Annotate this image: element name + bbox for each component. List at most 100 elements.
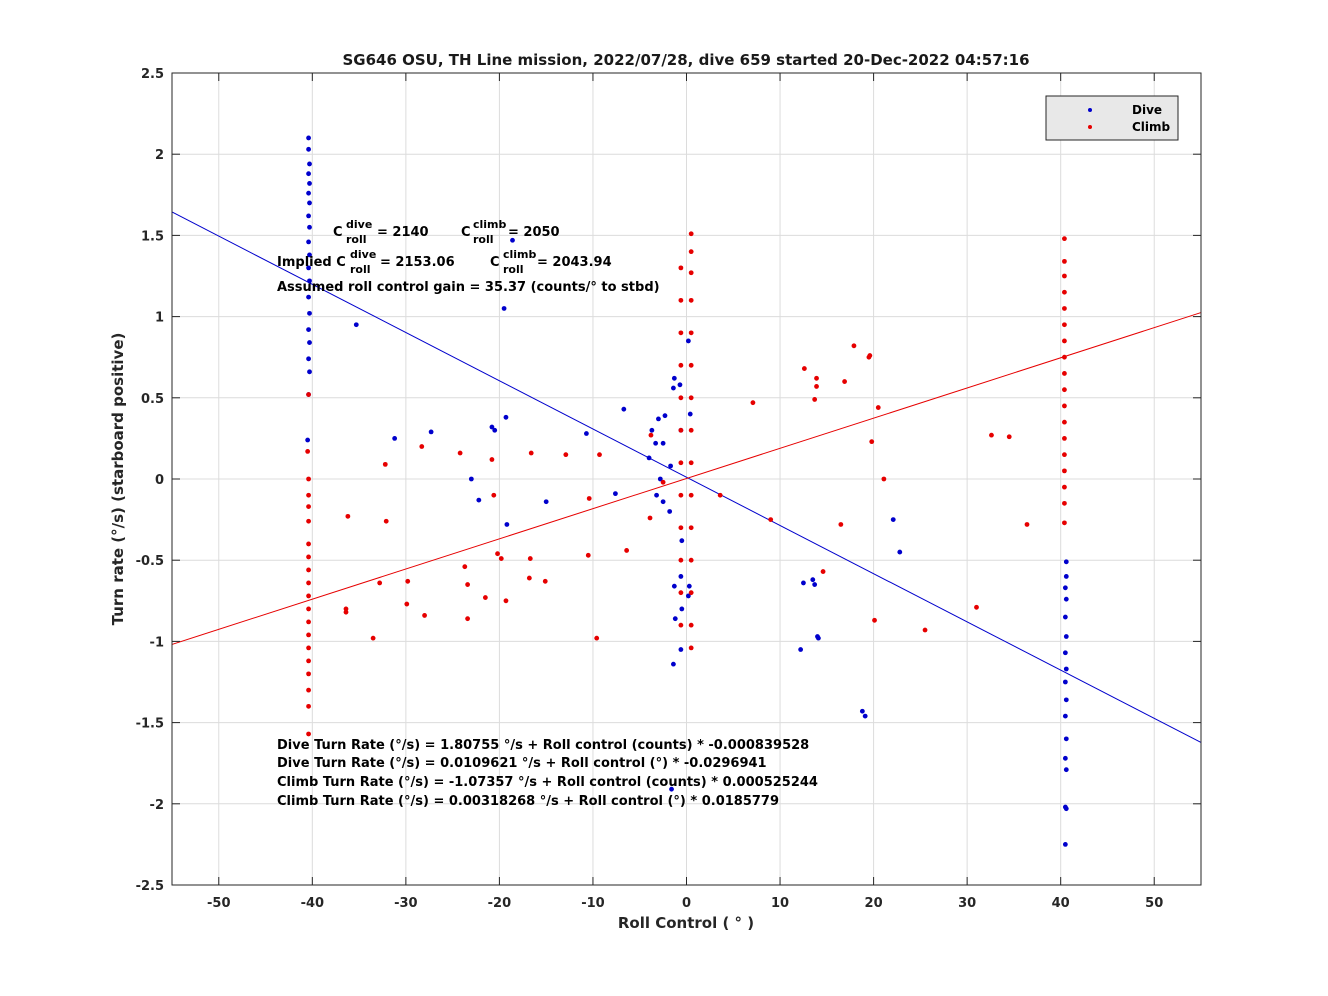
point-climb xyxy=(1024,522,1030,527)
point-climb xyxy=(688,270,694,276)
implied-climb-base: C xyxy=(490,255,500,270)
point-climb xyxy=(872,617,877,623)
point-climb xyxy=(306,541,311,547)
point-climb xyxy=(647,515,653,521)
point-climb xyxy=(678,297,684,303)
point-climb xyxy=(678,557,684,563)
point-climb xyxy=(1062,273,1067,279)
point-climb xyxy=(688,645,694,651)
point-dive xyxy=(654,492,659,498)
point-dive xyxy=(801,580,806,586)
point-climb xyxy=(597,452,602,458)
point-dive xyxy=(668,463,673,469)
point-dive xyxy=(1063,666,1069,672)
c-dive-sub: roll xyxy=(346,233,367,246)
point-climb xyxy=(1062,452,1067,458)
annotations: C dive roll = 2140 C climb roll = 2050 I… xyxy=(277,218,818,809)
implied-annotation: Implied C dive roll = 2153.06 C climb ro… xyxy=(277,248,612,276)
point-dive xyxy=(678,574,684,579)
y-tick-label: -2 xyxy=(150,798,164,813)
point-climb xyxy=(1062,354,1067,360)
point-climb xyxy=(688,492,694,498)
point-climb xyxy=(491,492,497,498)
point-climb xyxy=(585,552,591,558)
point-dive xyxy=(353,322,359,328)
point-dive xyxy=(897,549,903,555)
c-climb-value: = 2050 xyxy=(508,225,560,240)
legend-box xyxy=(1045,95,1179,141)
point-dive xyxy=(679,606,685,612)
point-dive xyxy=(653,440,659,446)
y-tick-label: -0.5 xyxy=(136,554,164,569)
data-points xyxy=(305,135,1069,847)
point-climb xyxy=(1062,338,1067,344)
point-climb xyxy=(405,578,411,584)
fit-line-1 xyxy=(171,312,1202,645)
point-dive xyxy=(671,661,676,667)
point-climb xyxy=(678,330,684,336)
point-climb xyxy=(688,395,694,401)
point-climb xyxy=(688,460,694,466)
point-dive xyxy=(306,239,311,245)
legend-label-climb: Climb xyxy=(1132,120,1171,134)
point-climb xyxy=(688,330,694,336)
point-climb xyxy=(306,580,311,586)
point-dive xyxy=(306,171,311,177)
point-climb xyxy=(678,525,684,531)
climb-eq-counts: Climb Turn Rate (°/s) = -1.07357 °/s + R… xyxy=(277,775,818,790)
point-climb xyxy=(688,427,694,433)
point-climb xyxy=(851,343,857,349)
legend: Dive Climb xyxy=(1045,95,1179,141)
point-climb xyxy=(688,231,694,237)
point-climb xyxy=(457,450,463,456)
point-climb xyxy=(624,548,630,553)
point-dive xyxy=(1062,614,1068,620)
point-climb xyxy=(345,513,351,519)
x-tick-label: 20 xyxy=(865,896,883,911)
point-climb xyxy=(688,622,694,628)
point-dive xyxy=(687,411,693,417)
y-tick-label: -2.5 xyxy=(136,879,164,894)
point-climb xyxy=(1062,236,1067,242)
c-climb-sub: roll xyxy=(473,233,494,246)
point-climb xyxy=(306,703,311,709)
point-climb xyxy=(814,384,819,389)
point-dive xyxy=(677,382,683,388)
point-dive xyxy=(306,213,311,219)
point-climb xyxy=(306,671,311,677)
point-dive xyxy=(1063,697,1069,703)
c-climb-sup: climb xyxy=(473,218,507,231)
x-tick-label: 0 xyxy=(682,896,691,911)
point-climb xyxy=(678,622,684,628)
point-climb xyxy=(306,632,311,638)
point-climb xyxy=(1006,434,1012,440)
point-climb xyxy=(306,476,311,482)
point-climb xyxy=(1062,436,1067,441)
point-dive xyxy=(307,161,312,167)
x-axis-label: Roll Control ( ° ) xyxy=(618,914,754,932)
point-dive xyxy=(307,200,312,206)
point-dive xyxy=(812,582,818,587)
point-dive xyxy=(1063,596,1069,602)
gain-annotation: Assumed roll control gain = 35.37 (count… xyxy=(277,280,660,295)
point-dive xyxy=(492,427,498,433)
point-climb xyxy=(465,616,471,622)
point-climb xyxy=(688,525,694,531)
point-dive xyxy=(392,436,398,441)
legend-marker-dive xyxy=(1088,108,1092,112)
point-dive xyxy=(476,497,482,503)
point-climb xyxy=(306,554,311,560)
point-climb xyxy=(306,504,311,510)
point-climb xyxy=(1062,403,1067,409)
point-dive xyxy=(307,340,312,345)
point-climb xyxy=(660,479,666,485)
point-climb xyxy=(812,397,818,402)
point-dive xyxy=(1063,634,1069,639)
point-climb xyxy=(306,606,311,612)
point-dive xyxy=(307,252,312,258)
point-climb xyxy=(482,595,488,600)
point-climb xyxy=(688,297,694,303)
point-dive xyxy=(669,786,674,792)
point-dive xyxy=(671,375,677,381)
